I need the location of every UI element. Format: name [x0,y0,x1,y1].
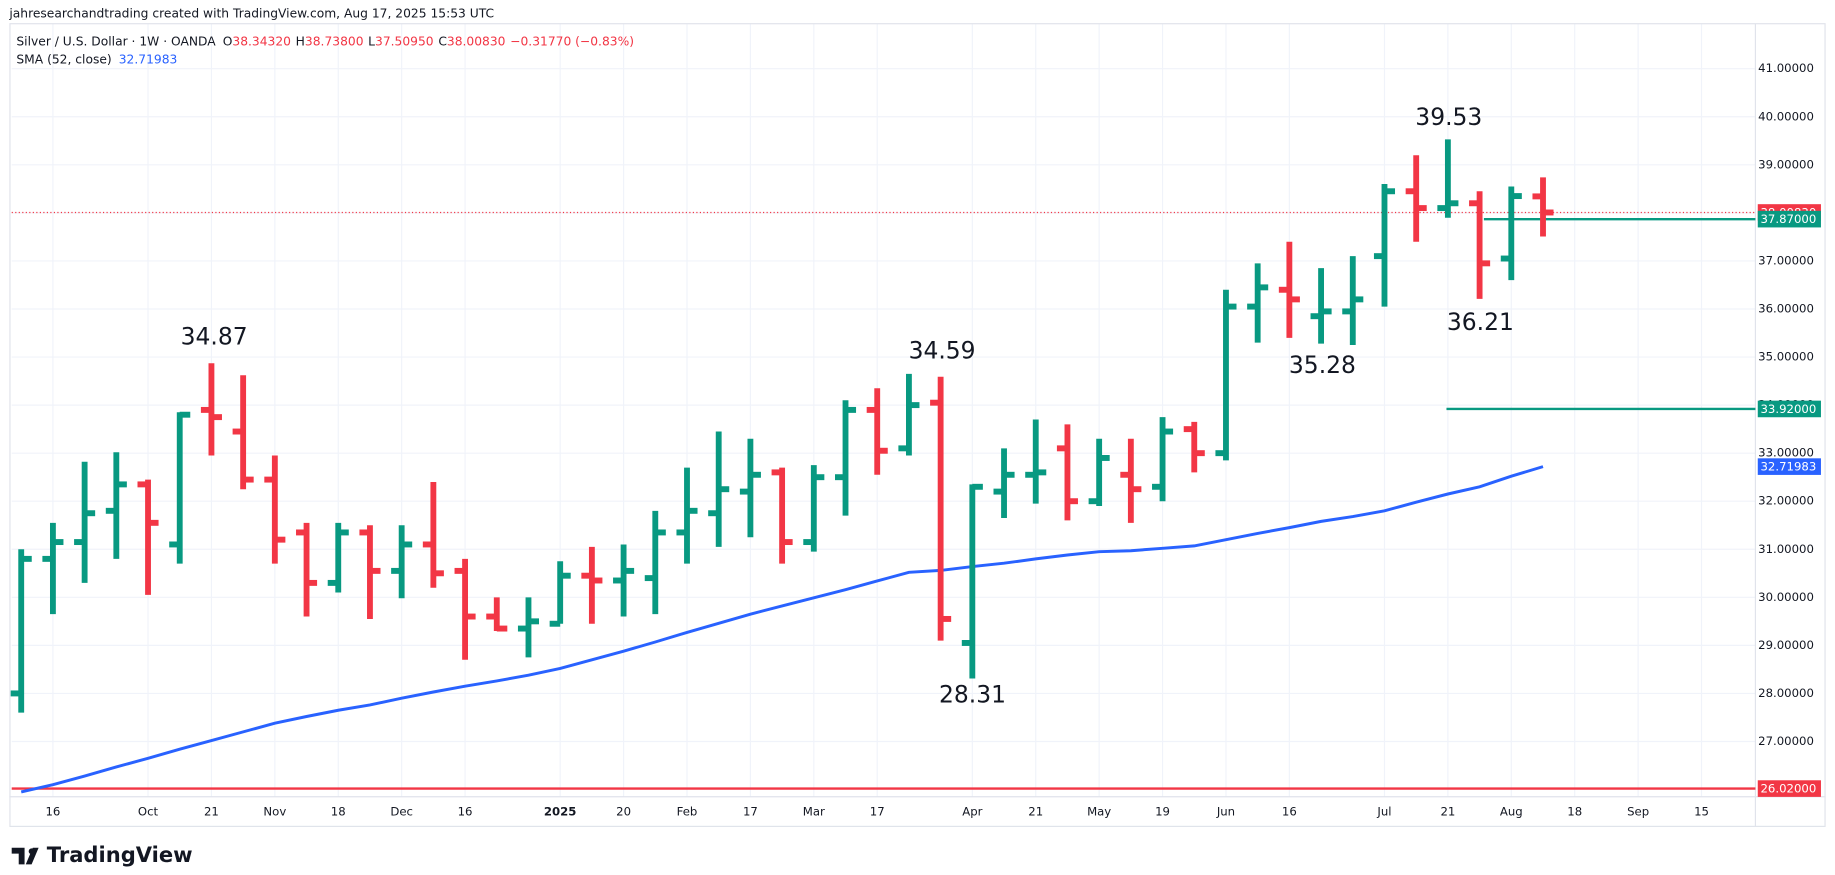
c-value: 38.00830 [447,34,506,48]
price-badge-label: 33.92000 [1761,402,1817,416]
grid [11,23,1756,797]
annotation: 28.31 [939,680,1006,708]
l-key: L [368,34,375,48]
x-tick-label: 20 [616,805,631,819]
x-tick-label: Nov [263,805,286,819]
x-tick-label: 21 [1440,805,1455,819]
annotation: 34.59 [909,337,976,365]
h-value: 38.73800 [305,34,364,48]
x-tick-label: Jul [1376,805,1391,819]
x-tick-label: Apr [962,805,982,819]
x-tick-label: May [1087,805,1111,819]
price-badge-label: 37.87000 [1761,212,1817,226]
o-value: 38.34320 [232,34,291,48]
price-badge [1757,210,1821,228]
x-tick-label: 17 [743,805,758,819]
price-badge-label: 26.02000 [1761,782,1817,796]
annotation: 36.21 [1447,308,1514,336]
x-tick-label: 16 [1282,805,1297,819]
y-tick-label: 29.00000 [1758,638,1814,652]
price-badge [1757,780,1821,797]
y-tick-label: 39.00000 [1758,157,1814,171]
x-tick-label: 18 [331,805,346,819]
x-tick-label: 17 [870,805,885,819]
x-tick-label: Dec [390,805,413,819]
y-tick-label: 40.00000 [1758,109,1814,123]
annotation: 35.28 [1289,351,1356,379]
x-tick-label: 21 [204,805,219,819]
price-badge-label: 32.71983 [1761,460,1817,474]
y-tick-label: 37.00000 [1758,253,1814,267]
c-key: C [438,34,447,48]
x-tick-label: Feb [677,805,698,819]
o-key: O [223,34,233,48]
y-tick-label: 32.00000 [1758,494,1814,508]
y-tick-label: 35.00000 [1758,349,1814,363]
change: −0.31770 (−0.83%) [510,34,634,48]
plot [10,139,1756,794]
brand-name: TradingView [47,842,193,867]
x-tick-label: 19 [1155,805,1170,819]
x-tick-label: Oct [138,805,159,819]
x-tick-label: 18 [1567,805,1582,819]
price-badge [1757,400,1821,418]
x-tick-label: 15 [1694,805,1709,819]
x-tick-label: Sep [1627,805,1649,819]
frame [9,23,1826,827]
x-tick-label: Jun [1216,805,1235,819]
sma-line [20,465,1544,794]
brand-logo: TradingView [11,842,193,867]
sma-name: SMA (52, close) [16,52,111,66]
x-tick-label: Mar [803,805,825,819]
annotation: 39.53 [1415,103,1482,131]
symbol: Silver / U.S. Dollar · 1W · OANDA [16,34,216,48]
y-tick-label: 33.00000 [1758,446,1814,460]
h-key: H [296,34,305,48]
y-tick-label: 36.00000 [1758,301,1814,315]
y-tick-label: 28.00000 [1758,686,1814,700]
y-tick-label: 27.00000 [1758,734,1814,748]
legend-sma: SMA (52, close) 32.71983 [16,52,177,66]
x-tick-label: 21 [1028,805,1043,819]
x-tick-label: 16 [45,805,60,819]
x-tick-label: 16 [458,805,473,819]
sma-value: 32.71983 [119,52,178,66]
x-tick-label: Aug [1500,805,1523,819]
price-badge [1757,458,1821,475]
y-tick-label: 41.00000 [1758,61,1814,75]
annotation: 34.87 [181,322,248,350]
y-tick-label: 31.00000 [1758,542,1814,556]
y-tick-label: 30.00000 [1758,590,1814,604]
header: jahresearchandtrading created with Tradi… [8,7,494,21]
l-value: 37.50950 [375,34,434,48]
x-tick-label: 2025 [544,805,577,819]
logo-dot [28,848,35,855]
legend-ohlc: Silver / U.S. Dollar · 1W · OANDA O38.343… [16,34,634,48]
